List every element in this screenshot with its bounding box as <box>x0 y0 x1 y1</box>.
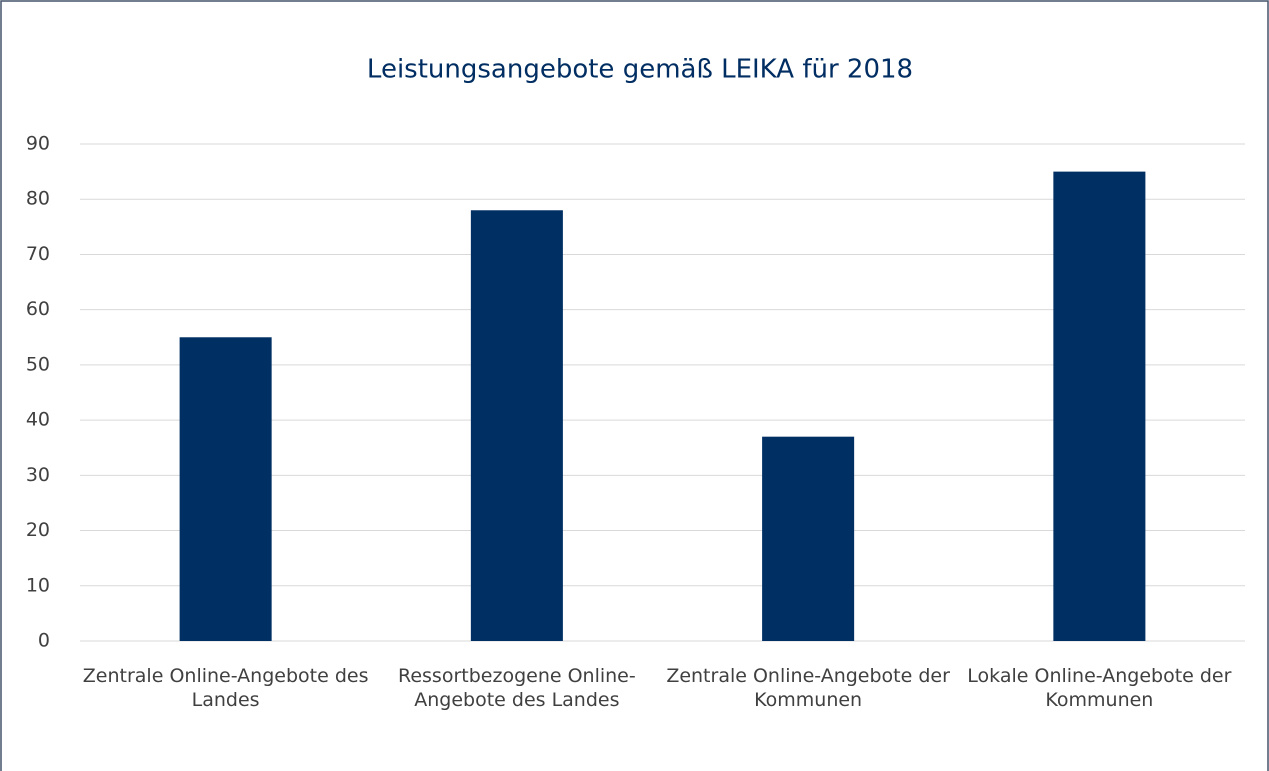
x-tick-label: Lokale Online-Angebote der Kommunen <box>967 665 1232 711</box>
x-tick-label: Ressortbezogene Online-Angebote des Land… <box>398 665 636 711</box>
y-tick-label: 90 <box>26 133 50 155</box>
y-tick-label: 0 <box>38 630 50 652</box>
y-tick-label: 10 <box>26 574 50 596</box>
y-tick-label: 40 <box>26 409 50 431</box>
x-tick-label: Zentrale Online-Angebote der Kommunen <box>666 665 950 711</box>
y-tick-label: 20 <box>26 519 50 541</box>
bar <box>179 337 272 641</box>
y-tick-label: 60 <box>26 298 50 320</box>
y-tick-label: 70 <box>26 243 50 265</box>
bar <box>470 210 563 641</box>
bar <box>1053 171 1146 641</box>
y-tick-label: 80 <box>26 188 50 210</box>
chart-title: Leistungsangebote gemäß LEIKA für 2018 <box>367 55 913 85</box>
y-tick-label: 30 <box>26 464 50 486</box>
bar <box>762 436 855 641</box>
y-tick-label: 50 <box>26 353 50 375</box>
x-tick-label: Zentrale Online-Angebote des Landes <box>82 665 369 711</box>
